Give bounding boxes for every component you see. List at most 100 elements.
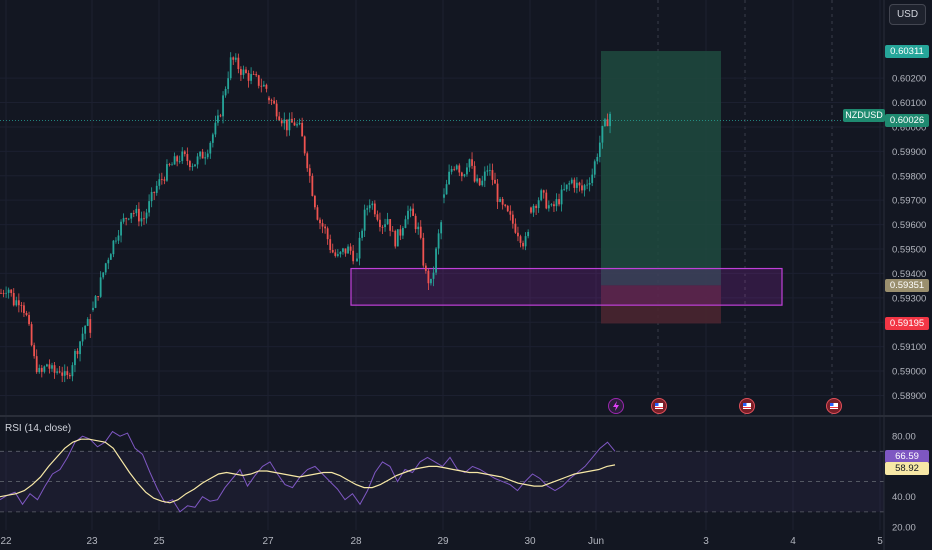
candle-bull — [148, 201, 150, 213]
price-tag: 0.59351 — [885, 278, 929, 292]
candle-bull — [468, 159, 471, 168]
candle-bear — [237, 57, 240, 70]
candle-bear — [252, 74, 255, 75]
candle-bear — [471, 159, 473, 166]
candle-bear — [514, 223, 517, 233]
candle-bear — [293, 122, 296, 126]
candle-bear — [558, 199, 560, 205]
candle-bull — [547, 205, 550, 209]
candle-bull — [107, 259, 110, 264]
candle-bear — [319, 219, 321, 224]
candle-bull — [56, 371, 58, 373]
candle-bull — [586, 184, 588, 186]
candle-bull — [135, 208, 138, 214]
rsi-tick-label: 40.00 — [892, 492, 916, 503]
candle-bull — [199, 151, 201, 157]
candle-bear — [478, 178, 481, 186]
candle-bear — [506, 205, 509, 212]
candle-bull — [396, 229, 399, 247]
candle-bear — [219, 115, 222, 117]
candle-bull — [71, 365, 74, 377]
candle-bull — [204, 157, 207, 159]
candle-bear — [30, 324, 33, 346]
candle-bull — [563, 189, 566, 191]
candle-bull — [437, 233, 440, 249]
rsi-value-tag: 66.59 — [885, 449, 929, 463]
candle-bear — [68, 375, 71, 377]
candle-bear — [581, 185, 583, 191]
candle-bull — [591, 174, 594, 183]
candle-bull — [598, 142, 601, 157]
candle-bear — [53, 365, 56, 373]
candle-bull — [568, 183, 571, 185]
candle-bear — [168, 164, 171, 166]
candle-bull — [206, 153, 209, 158]
candle-bear — [501, 198, 504, 205]
candle-bear — [494, 179, 496, 184]
candle-bull — [298, 122, 301, 125]
candle-bull — [224, 89, 227, 96]
rsi-tick-label: 20.00 — [892, 522, 916, 533]
candle-bull — [99, 277, 102, 297]
candle-bear — [35, 356, 38, 373]
candle-bull — [336, 254, 339, 256]
demand-zone-rectangle[interactable] — [350, 267, 783, 306]
candle-bull — [296, 124, 298, 126]
candle-bull — [112, 240, 115, 255]
candle-bear — [245, 69, 247, 74]
candle-bear — [273, 100, 275, 104]
candle-bull — [483, 171, 486, 181]
price-tag: 0.60311 — [885, 44, 929, 58]
candle-bull — [115, 240, 117, 242]
us-flag-icon[interactable] — [826, 398, 842, 414]
candle-bear — [427, 270, 430, 284]
candle-bear — [132, 212, 135, 214]
candle-bull — [407, 210, 409, 220]
candle-bear — [412, 208, 414, 216]
candle-bull — [74, 350, 76, 366]
candle-bull — [196, 156, 199, 165]
price-tick-label: 0.59300 — [892, 293, 926, 304]
candle-bear — [61, 372, 64, 376]
stop-zone — [601, 285, 721, 324]
candle-bull — [102, 272, 105, 278]
us-flag-icon[interactable] — [739, 398, 755, 414]
long-position-tool[interactable] — [601, 51, 721, 324]
time-tick-label: 22 — [0, 536, 12, 547]
candle-bear — [458, 165, 461, 173]
candle-bear — [316, 207, 319, 220]
candle-bull — [173, 156, 176, 165]
candle-bull — [540, 190, 543, 201]
candle-bear — [542, 190, 545, 193]
time-tick-label: Jun — [588, 536, 604, 547]
candle-bull — [450, 168, 453, 172]
candle-bear — [504, 204, 507, 206]
price-tick-label: 0.60100 — [892, 98, 926, 109]
us-flag-icon[interactable] — [651, 398, 667, 414]
candle-bull — [229, 57, 232, 79]
candle-bear — [125, 218, 128, 219]
time-tick-label: 30 — [524, 536, 536, 547]
symbol-price-tag: NZDUSD — [843, 109, 885, 122]
candle-bull — [347, 246, 349, 254]
candle-bull — [46, 364, 48, 367]
candle-bull — [92, 307, 94, 311]
time-tick-label: 4 — [790, 536, 796, 547]
candle-bull — [576, 182, 578, 188]
candle-bull — [404, 219, 407, 228]
candle-bear — [232, 57, 235, 60]
candle-bear — [391, 230, 394, 232]
candle-bear — [321, 223, 324, 227]
candle-bear — [460, 172, 463, 177]
candle-bear — [58, 371, 61, 373]
candle-bull — [537, 200, 540, 209]
candle-bull — [191, 166, 194, 168]
rsi-indicator-title[interactable]: RSI (14, close) — [5, 423, 72, 434]
candle-bear — [344, 248, 347, 254]
currency-button[interactable]: USD — [889, 4, 926, 25]
lightning-icon[interactable] — [608, 398, 624, 414]
candle-bull — [435, 248, 437, 273]
candle-bull — [211, 134, 214, 143]
